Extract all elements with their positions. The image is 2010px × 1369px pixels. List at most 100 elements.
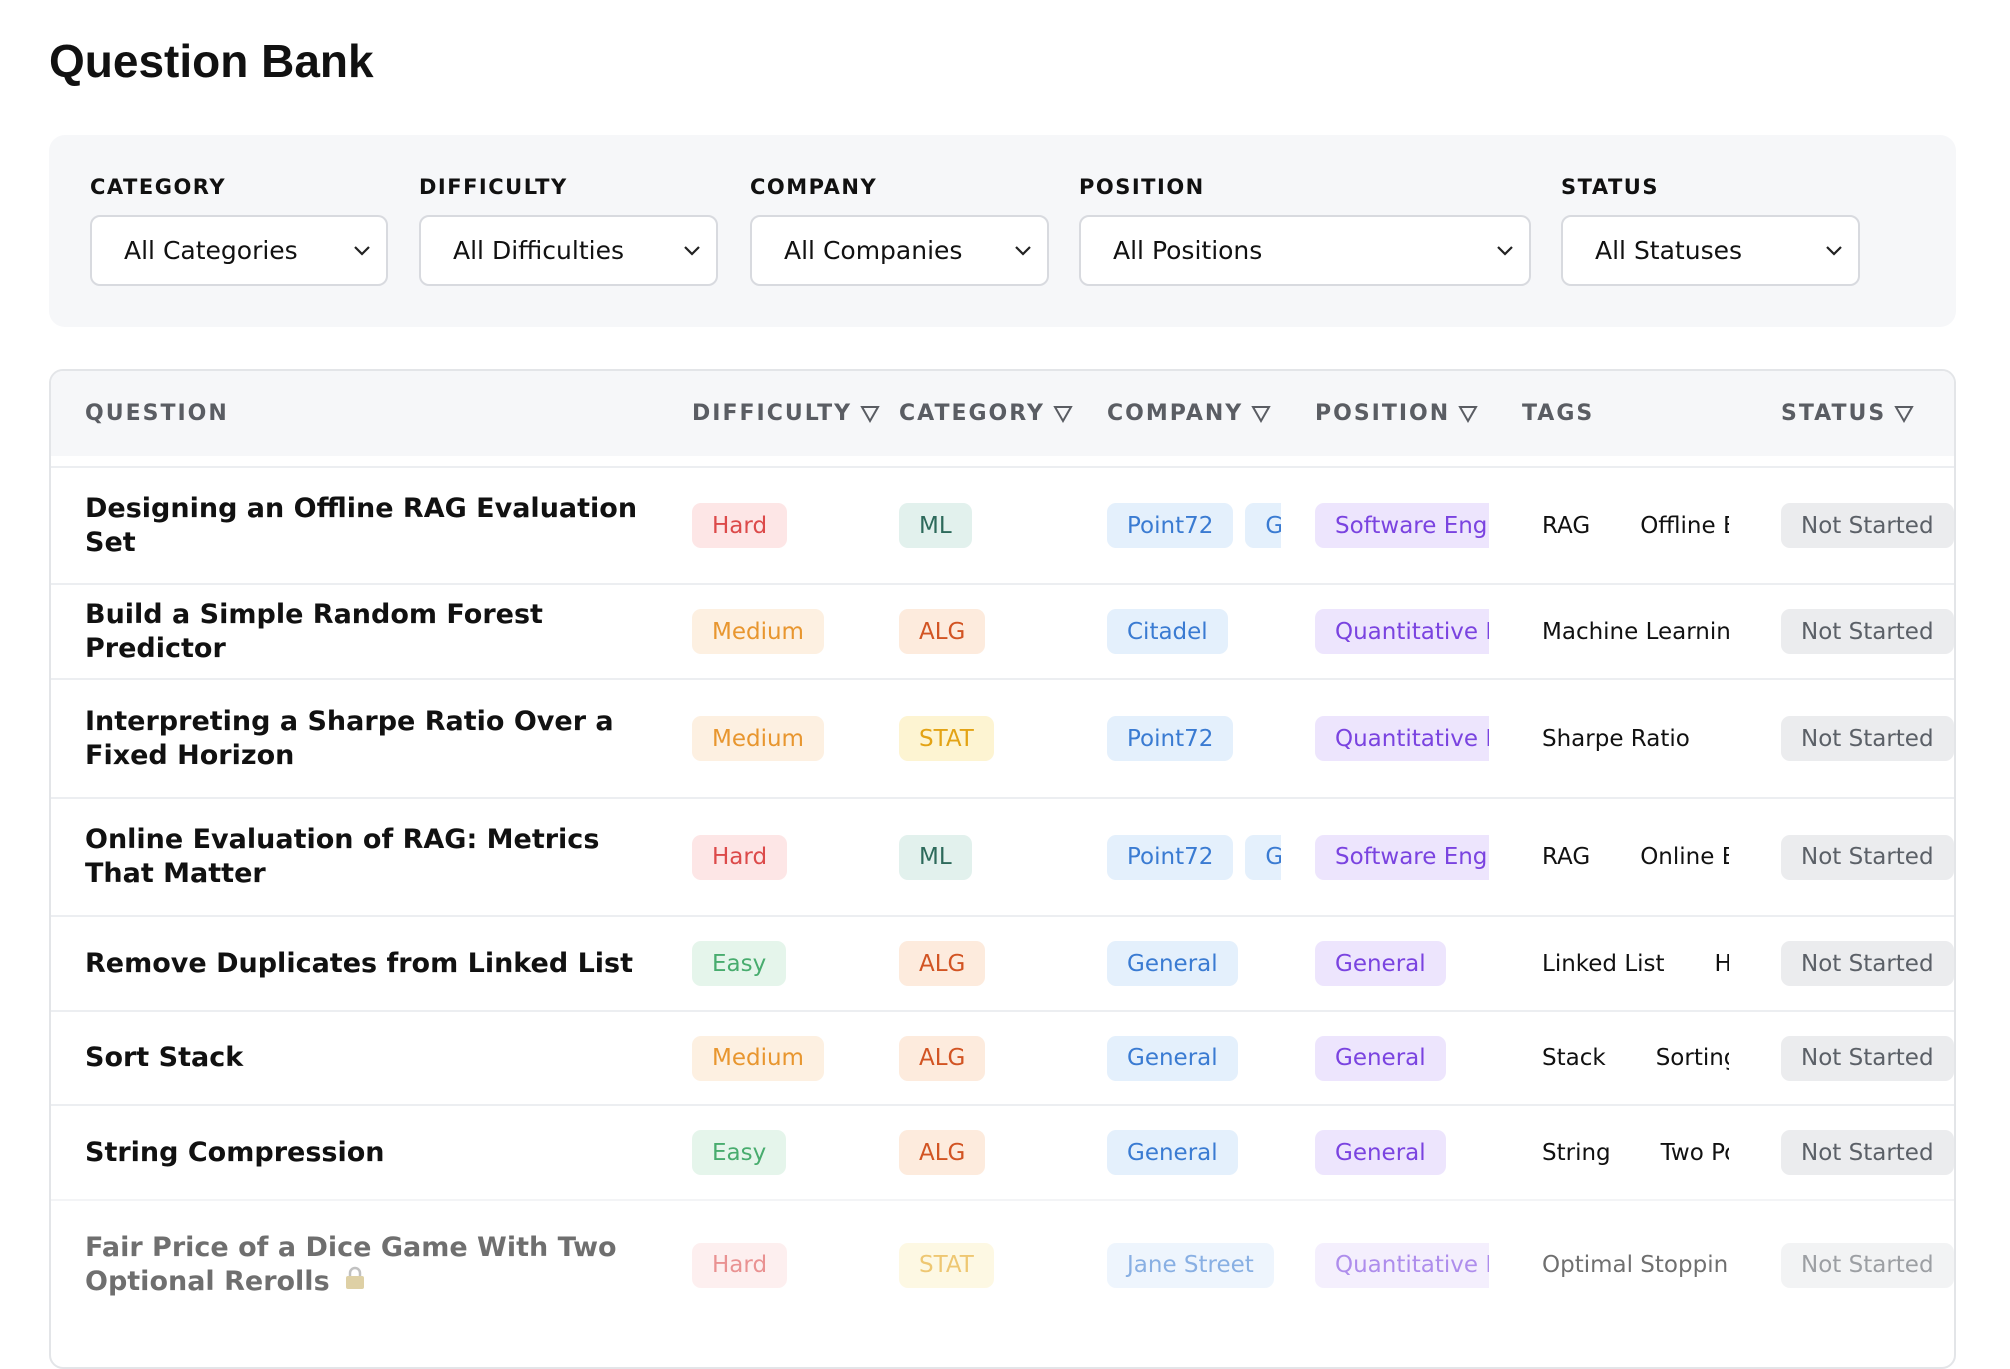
filter-label: STATUS (1561, 175, 1659, 199)
cell: Not Started (1781, 799, 1954, 915)
table-row[interactable]: Build a Simple Random Forest Predictor Me… (51, 583, 1954, 678)
table-row[interactable]: Sort Stack Medium ALG General General Stack So… (51, 1010, 1954, 1104)
cell: General (1107, 1012, 1281, 1104)
cell: Not Started (1781, 468, 1954, 583)
cell: Software Eng (1315, 799, 1489, 915)
column-header[interactable]: DIFFICULTY (692, 371, 880, 456)
status-badge: Not Started (1781, 941, 1954, 986)
filter-value: All Companies (784, 236, 963, 265)
cell: Easy (692, 917, 899, 1010)
cell: Interpreting a Sharpe Ratio Over a Fixed… (85, 680, 685, 797)
cell: Optimal Stopping (1522, 1201, 1729, 1329)
column-header[interactable]: POSITION (1315, 371, 1478, 456)
filter-select[interactable]: All Statuses (1561, 215, 1860, 286)
difficulty-badge: Medium (692, 1035, 824, 1081)
company-badge: Citadel (1107, 609, 1228, 654)
question-title: Interpreting a Sharpe Ratio Over a Fixed… (85, 705, 660, 773)
tag: String (1542, 1139, 1611, 1166)
question-text: Designing an Offline RAG Evaluation Set (85, 492, 638, 558)
cell: String Two Poi (1522, 1106, 1729, 1199)
cell: Not Started (1781, 917, 1954, 1010)
difficulty-badge: Medium (692, 716, 824, 761)
cell: Not Started (1781, 1012, 1954, 1104)
tag: Sharpe Ratio (1542, 725, 1690, 752)
cell: Fair Price of a Dice Game With Two Optio… (85, 1201, 685, 1329)
status-badge: Not Started (1781, 1130, 1954, 1175)
filter-select[interactable]: All Positions (1079, 215, 1531, 286)
column-label: STATUS (1781, 401, 1887, 426)
position-badge: Software Eng (1315, 834, 1489, 880)
tag: Two Poi (1660, 1139, 1729, 1166)
sort-icon (1894, 405, 1914, 423)
cell: Sharpe RatioM (1522, 680, 1729, 797)
company-badge: Point72 (1107, 503, 1234, 548)
question-text: Build a Simple Random Forest Predictor (85, 598, 543, 664)
position-badge: Software Eng (1315, 503, 1489, 548)
column-label: DIFFICULTY (692, 401, 853, 426)
column-header[interactable]: COMPANY (1107, 371, 1271, 456)
cell: Point72Ge (1107, 799, 1281, 915)
category-badge: STAT (899, 1242, 994, 1288)
cell: ALG (899, 1012, 1107, 1104)
cell: ML (899, 799, 1107, 915)
company-badge: Ge (1245, 503, 1281, 548)
cell: Jane Street (1107, 1201, 1281, 1329)
column-header[interactable]: STATUS (1781, 371, 1914, 456)
tag: Stack (1542, 1045, 1606, 1071)
filter: COMPANY All Companies (750, 175, 1049, 286)
cell: Medium (692, 1012, 899, 1104)
status-badge: Not Started (1781, 1242, 1954, 1288)
filter-value: All Difficulties (453, 236, 624, 265)
sort-icon (1053, 405, 1073, 423)
company-badge: General (1107, 1035, 1238, 1081)
page-title: Question Bank (49, 35, 374, 87)
difficulty-badge: Easy (692, 941, 787, 986)
filter-select[interactable]: All Categories (90, 215, 388, 286)
cell: Build a Simple Random Forest Predictor (85, 585, 685, 678)
column-header: TAGS (1522, 371, 1594, 456)
chevron-down (1015, 245, 1031, 256)
difficulty-badge: Hard (692, 834, 788, 880)
status-badge: Not Started (1781, 716, 1954, 761)
cell: String Compression (85, 1106, 685, 1199)
table-row[interactable]: Designing an Offline RAG Evaluation Set H… (51, 466, 1954, 583)
column-label: COMPANY (1107, 401, 1244, 426)
cell: STAT (899, 680, 1107, 797)
cell: Not Started (1781, 1106, 1954, 1199)
filter-label: CATEGORY (90, 175, 227, 199)
question-text: Remove Duplicates from Linked List (85, 947, 634, 979)
question-title: Build a Simple Random Forest Predictor (85, 598, 660, 666)
cell: General (1107, 917, 1281, 1010)
category-badge: ML (899, 834, 972, 880)
cell: Hard (692, 1201, 899, 1329)
table-row[interactable]: Online Evaluation of RAG: Metrics That M… (51, 797, 1954, 915)
filter-select[interactable]: All Difficulties (419, 215, 718, 286)
position-badge: General (1315, 1035, 1446, 1081)
tag: Online Ev (1640, 844, 1729, 870)
question-title: Designing an Offline RAG Evaluation Set (85, 492, 660, 560)
cell: Quantitative R (1315, 1201, 1489, 1329)
cell: STAT (899, 1201, 1107, 1329)
cell: Remove Duplicates from Linked List (85, 917, 685, 1010)
cell: ML (899, 468, 1107, 583)
question-text: String Compression (85, 1136, 385, 1168)
table-row[interactable]: String Compression Easy ALG General General S… (51, 1104, 1954, 1199)
column-label: CATEGORY (899, 401, 1045, 426)
cell: Designing an Offline RAG Evaluation Set (85, 468, 685, 583)
cell: Machine Learning (1522, 585, 1729, 678)
cell: Easy (692, 1106, 899, 1199)
column-header[interactable]: CATEGORY (899, 371, 1073, 456)
filter-value: All Categories (124, 236, 298, 265)
company-badge: Point72 (1107, 834, 1234, 880)
filter-value: All Statuses (1595, 236, 1743, 265)
filter-label: COMPANY (750, 175, 878, 199)
table-row[interactable]: Interpreting a Sharpe Ratio Over a Fixed… (51, 678, 1954, 797)
table-row[interactable]: Fair Price of a Dice Game With Two Optio… (51, 1199, 1954, 1329)
cell: RAG Online Ev (1522, 799, 1729, 915)
category-badge: ML (899, 503, 972, 548)
cell: RAG Offline Ev (1522, 468, 1729, 583)
sort-icon (1458, 405, 1478, 423)
question-title: Remove Duplicates from Linked List (85, 947, 660, 981)
table-row[interactable]: Remove Duplicates from Linked List Easy AL… (51, 915, 1954, 1010)
filter-select[interactable]: All Companies (750, 215, 1049, 286)
